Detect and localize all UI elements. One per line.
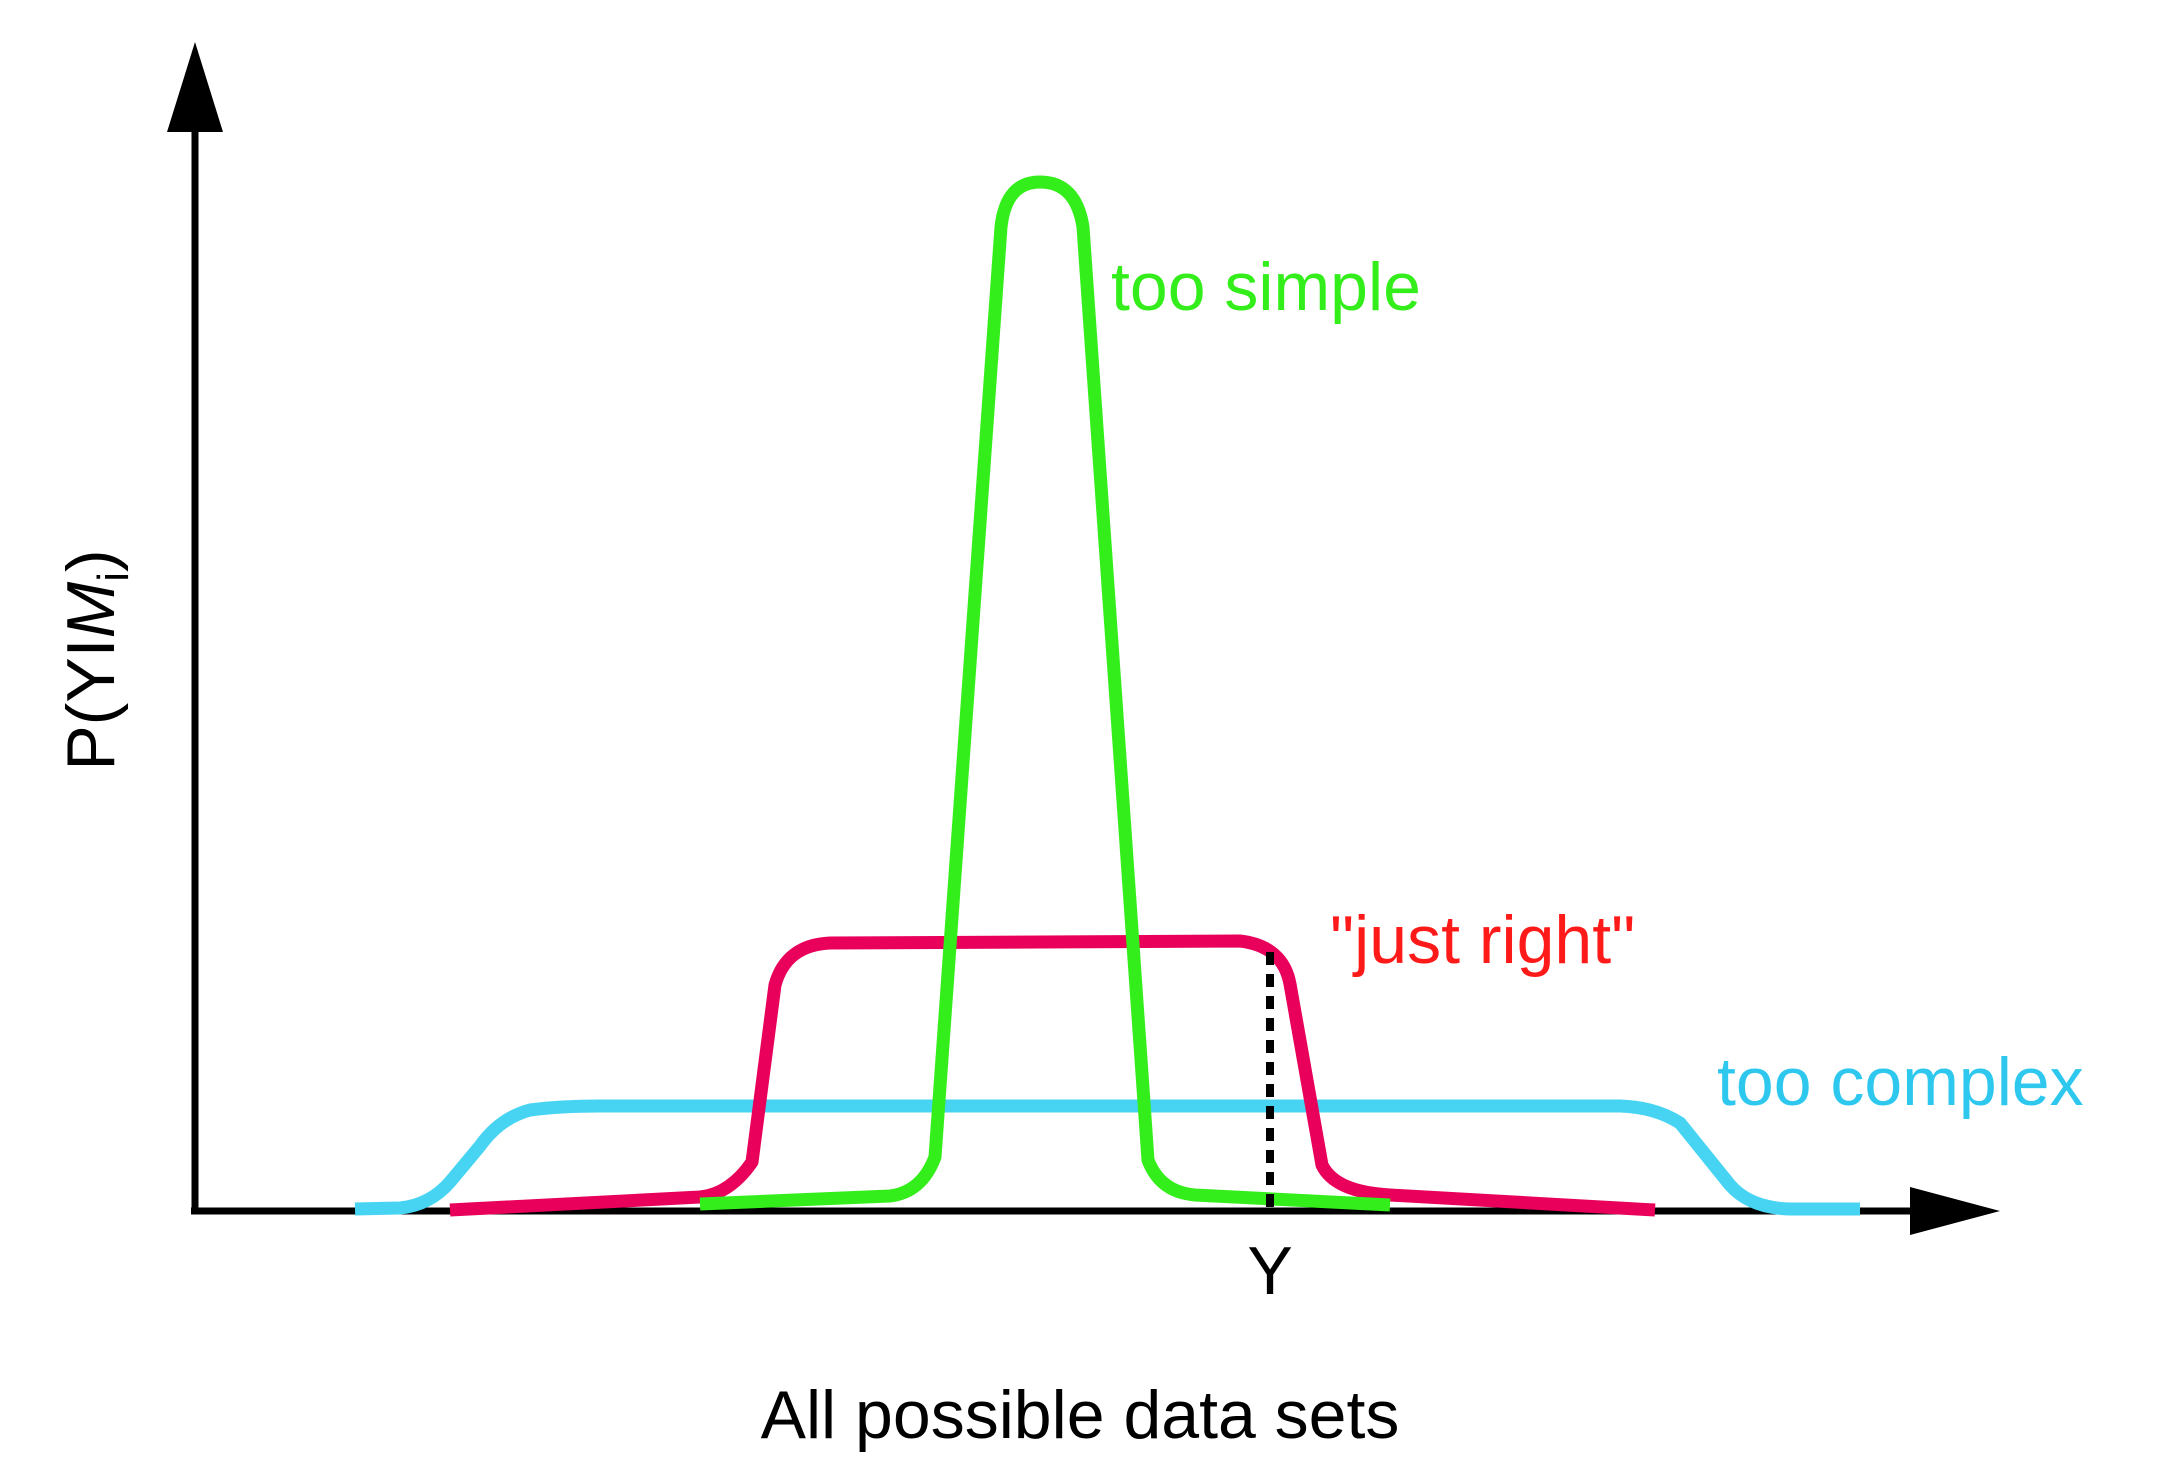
curve-too-complex: [354, 1099, 1860, 1216]
y-axis-title-prefix: P(Y: [53, 657, 129, 770]
label-too-simple: too simple: [1111, 249, 1421, 325]
y-axis-arrowhead: [167, 42, 223, 132]
x-axis-arrowhead: [1910, 1187, 2000, 1235]
y-axis-title-subscript: i: [89, 572, 138, 582]
curve-too-simple: [699, 175, 1391, 1212]
label-too-complex: too complex: [1717, 1044, 2084, 1120]
y-axis-title-suffix: ): [53, 549, 129, 572]
observed-y-label: Y: [1247, 1233, 1292, 1309]
y-axis-title-separator: I: [53, 638, 129, 657]
curve-just-right: [449, 934, 1656, 1217]
x-axis-title: All possible data sets: [761, 1377, 1400, 1453]
label-just-right: "just right": [1330, 902, 1635, 978]
y-axis-title-model: M: [53, 581, 129, 638]
y-axis-title: P(YIMi): [53, 549, 138, 770]
